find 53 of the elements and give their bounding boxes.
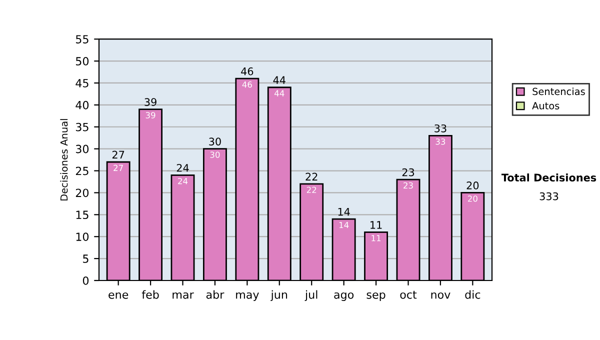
total-label: 46 [241,67,254,76]
y-tick-label: 35 [76,122,88,132]
x-tick-label: abr [206,290,224,299]
data-label: 33 [436,138,446,145]
total-label: 44 [273,76,286,84]
total-label: 23 [402,168,414,176]
data-label: 20 [468,196,478,202]
y-tick-label: 50 [76,57,89,66]
data-label: 27 [114,164,123,171]
x-tick-label: jul [304,290,318,301]
y-tick-label: 0 [82,276,89,285]
y-axis-title: Decisiones Anual [60,119,68,200]
total-label: 30 [209,138,221,146]
y-tick-label: 20 [76,188,89,198]
data-label: 39 [146,112,156,118]
y-tick-label: 30 [76,144,89,154]
data-label: 14 [339,222,349,228]
x-tick-label: feb [142,290,159,299]
x-tick-label: oct [400,290,417,299]
total-label: 24 [176,164,189,172]
x-tick-label: jun [270,290,288,301]
total-label: 33 [434,124,446,132]
y-tick-label: 40 [76,100,89,110]
y-tick-label: 10 [76,232,89,241]
x-tick-label: ene [108,292,128,299]
y-tick-label: 45 [76,79,88,88]
total-label: 27 [112,150,124,159]
data-label: 44 [274,90,284,96]
y-tick-label: 5 [83,254,88,263]
y-tick-label: 15 [76,210,88,220]
text: Total Decisiones [501,173,596,182]
y-tick-label: 25 [76,166,88,176]
x-tick-label: mar [172,292,194,299]
legend-label: Autos [532,102,560,110]
total-label: 14 [338,208,350,216]
data-label: 24 [178,178,188,184]
data-label: 30 [210,152,220,158]
total-label: 20 [466,182,479,190]
total-label: 39 [144,98,156,106]
data-label: 46 [242,81,252,88]
x-tick-label: dic [465,290,480,299]
total-label: 11 [370,221,382,229]
x-tick-label: ago [334,292,354,301]
total-label: 22 [306,172,318,180]
text: 333 [540,192,558,200]
x-tick-label: nov [431,292,450,299]
data-label: 23 [404,182,413,189]
x-tick-label: sep [366,292,386,301]
data-label: 11 [372,235,381,242]
data-label: 22 [306,186,316,193]
legend-label: Sentencias [532,88,585,96]
x-tick-label: may [236,292,259,301]
y-tick-label: 55 [76,35,88,44]
